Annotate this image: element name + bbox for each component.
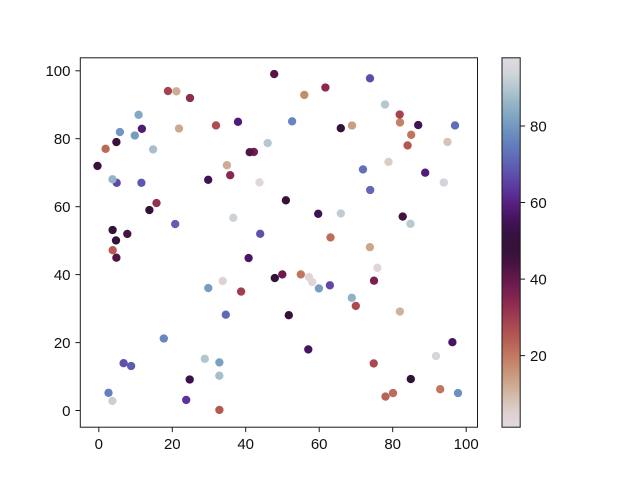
svg-text:20: 20	[530, 348, 547, 365]
svg-text:40: 40	[237, 436, 254, 453]
svg-text:40: 40	[530, 271, 547, 288]
svg-text:100: 100	[454, 436, 479, 453]
svg-text:0: 0	[95, 436, 103, 453]
svg-text:60: 60	[54, 199, 71, 216]
svg-text:40: 40	[54, 267, 71, 284]
svg-text:60: 60	[311, 436, 328, 453]
svg-text:20: 20	[54, 335, 71, 352]
svg-text:0: 0	[62, 403, 70, 420]
svg-text:80: 80	[530, 118, 547, 135]
svg-text:60: 60	[530, 195, 547, 212]
svg-text:100: 100	[45, 63, 70, 80]
svg-text:80: 80	[54, 131, 71, 148]
svg-text:80: 80	[384, 436, 401, 453]
svg-text:20: 20	[164, 436, 181, 453]
